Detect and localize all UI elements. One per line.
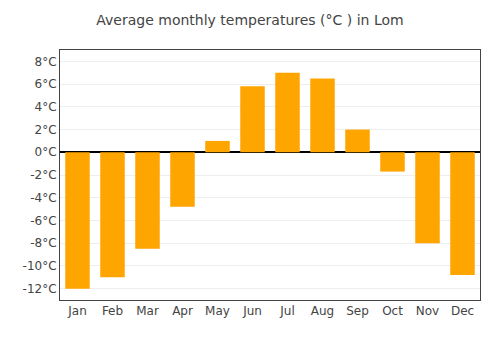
svg-text:Sep: Sep: [346, 304, 369, 318]
svg-text:-4°C: -4°C: [30, 191, 56, 205]
svg-text:-8°C: -8°C: [30, 236, 56, 250]
svg-text:May: May: [205, 304, 230, 318]
svg-text:Aug: Aug: [311, 304, 334, 318]
svg-text:Nov: Nov: [416, 304, 439, 318]
svg-text:4°C: 4°C: [35, 100, 57, 114]
svg-text:Apr: Apr: [172, 304, 193, 318]
svg-text:8°C: 8°C: [35, 55, 57, 69]
svg-text:6°C: 6°C: [35, 77, 57, 91]
svg-text:-6°C: -6°C: [30, 214, 56, 228]
svg-text:Dec: Dec: [451, 304, 474, 318]
svg-text:-10°C: -10°C: [23, 259, 57, 273]
svg-text:Mar: Mar: [136, 304, 159, 318]
svg-text:Feb: Feb: [102, 304, 123, 318]
svg-text:0°C: 0°C: [35, 145, 57, 159]
svg-text:2°C: 2°C: [35, 123, 57, 137]
svg-text:Average monthly temperatures (: Average monthly temperatures (°C ) in Lo…: [96, 12, 403, 28]
svg-text:Oct: Oct: [382, 304, 403, 318]
svg-text:Jan: Jan: [67, 304, 87, 318]
svg-text:Jul: Jul: [279, 304, 294, 318]
svg-text:-12°C: -12°C: [23, 282, 57, 296]
svg-text:Jun: Jun: [242, 304, 262, 318]
svg-text:-2°C: -2°C: [30, 168, 56, 182]
